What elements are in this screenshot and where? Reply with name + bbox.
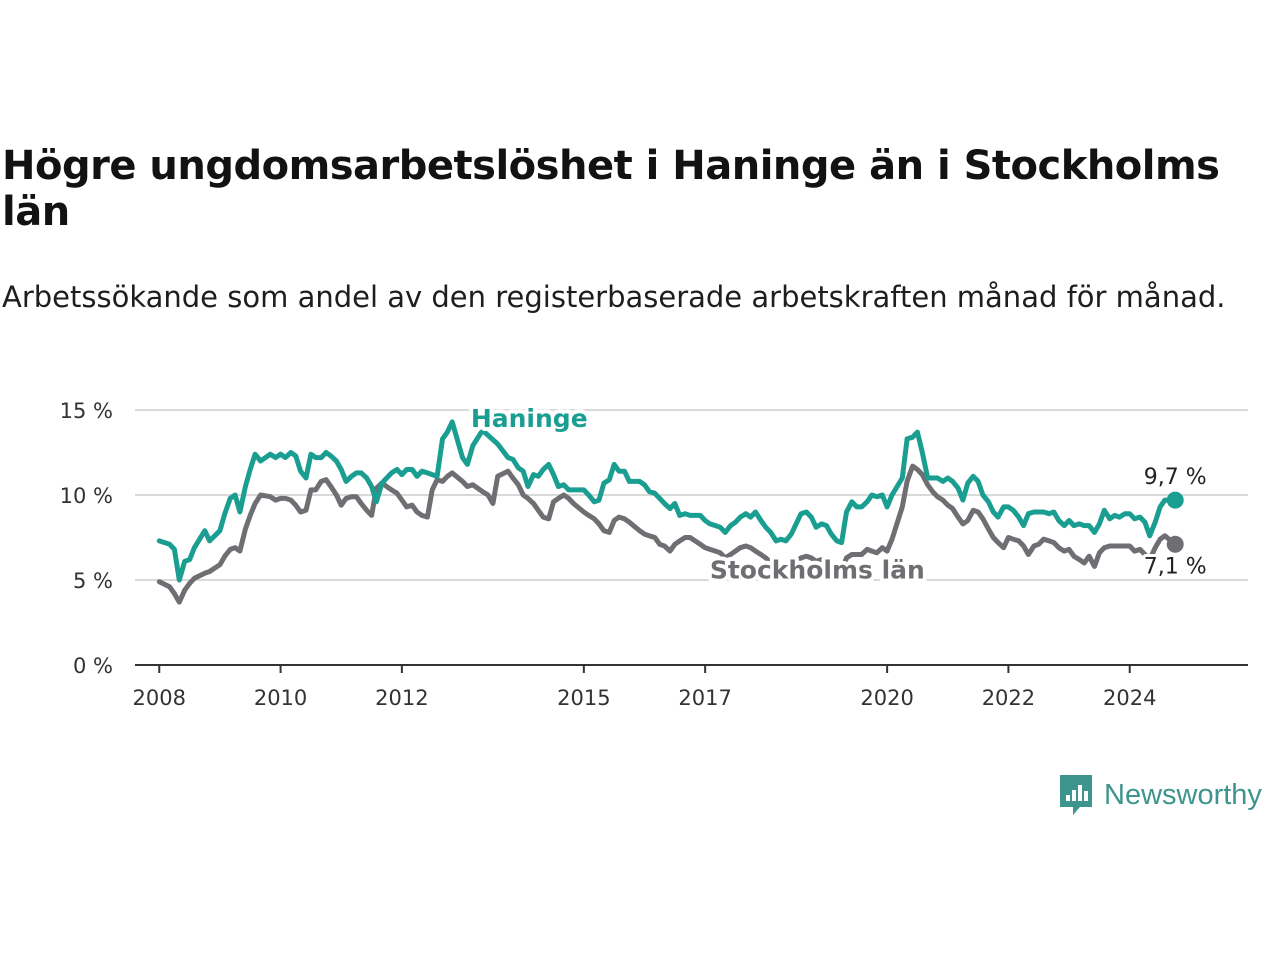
newsworthy-logo-icon xyxy=(1060,775,1092,815)
series-labels: Haninge Stockholms län 9,7 % 7,1 % xyxy=(467,400,1210,588)
chart-subtitle: Arbetssökande som andel av den registerb… xyxy=(2,280,1226,314)
end-value-label-stockholms-lan: 7,1 % xyxy=(1144,554,1207,579)
y-tick-label: 5 % xyxy=(73,569,113,593)
x-tick-label: 2017 xyxy=(678,686,731,710)
y-tick-label: 0 % xyxy=(73,654,113,678)
series-label-haninge: Haninge xyxy=(471,404,588,433)
series-line-haninge xyxy=(156,419,1178,583)
chart-title: Högre ungdomsarbetslöshet i Haninge än i… xyxy=(2,143,1220,235)
x-tick-label: 2020 xyxy=(860,686,913,710)
x-tick-label: 2010 xyxy=(254,686,307,710)
y-tick-label: 15 % xyxy=(60,399,113,423)
end-value-label-haninge: 9,7 % xyxy=(1144,465,1207,490)
x-tick-label: 2024 xyxy=(1103,686,1156,710)
y-tick-label: 10 % xyxy=(60,484,113,508)
x-tick-label: 2008 xyxy=(133,686,186,710)
x-tick-label: 2022 xyxy=(982,686,1035,710)
end-point-haninge xyxy=(1166,491,1184,509)
series-label-stockholms-lan: Stockholms län xyxy=(710,555,925,584)
brand-logo: Newsworthy xyxy=(1058,772,1262,818)
series-lines xyxy=(156,419,1184,605)
axes: 0 % 5 % 10 % 15 % 2008 2010 2012 2015 2017 2020 20… xyxy=(60,399,1248,710)
gridlines xyxy=(135,409,1248,581)
x-tick-label: 2012 xyxy=(375,686,428,710)
brand-name: Newsworthy xyxy=(1104,778,1262,811)
x-tick-label: 2015 xyxy=(557,686,610,710)
series-line-stockholms-lan xyxy=(156,463,1178,605)
end-point-stockholms-lan xyxy=(1166,535,1184,553)
